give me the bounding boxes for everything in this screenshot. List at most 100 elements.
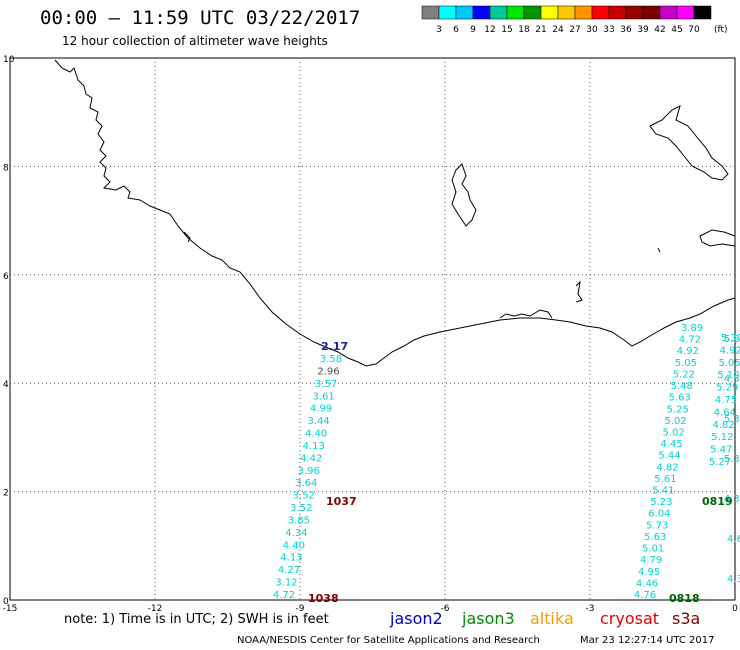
scale-label: 27 [569, 25, 580, 35]
pass-time-label: 1038 [308, 592, 339, 605]
lake-fragment-ne [649, 105, 729, 181]
longitude-tick-labels: -15 -12 -9 -6 -3 0 [3, 604, 738, 614]
color-swatch [557, 5, 576, 20]
lake-volta [451, 163, 477, 227]
wave-height-value: 3.61 [312, 391, 334, 402]
scale-label: 30 [586, 25, 598, 35]
latitude-label: 10 [3, 55, 15, 65]
coastline [54, 59, 736, 367]
wave-height-value: 3.52 [290, 503, 312, 514]
wave-height-value: 3.64 [295, 478, 317, 489]
scale-label: 21 [535, 25, 546, 35]
wave-height-value: 5.05 [718, 358, 740, 369]
color-swatch [506, 5, 525, 20]
lat-lon-grid [10, 58, 735, 600]
volta-delta-shore [499, 309, 553, 319]
color-swatch [591, 5, 610, 20]
longitude-label: -6 [441, 604, 450, 614]
scale-label: 15 [501, 25, 512, 35]
longitude-label: -3 [586, 604, 595, 614]
wave-height-value: 5.01 [642, 544, 664, 555]
wave-height-value: 5.27 [709, 457, 731, 468]
latitude-label: 4 [3, 380, 9, 390]
color-swatch [489, 5, 508, 20]
wave-height-value: 4.34 [285, 528, 307, 539]
wave-height-value: 4.75 [715, 395, 737, 406]
latitude-label: 8 [3, 163, 9, 173]
scale-unit: (ft) [714, 25, 728, 35]
pass-time-label: 2.17 [321, 340, 348, 353]
wave-height-value: 4.92 [720, 345, 740, 356]
satellite-legend-item: jason2 [389, 609, 443, 628]
color-swatch [455, 5, 474, 20]
color-swatch [693, 5, 712, 20]
lake-fragment-se [699, 229, 736, 247]
wave-height-value: 4.82 [712, 420, 734, 431]
wave-height-value: 4.27 [278, 565, 300, 576]
wave-height-color-scale: 3 6 9 12 15 18 21 24 27 30 33 36 39 42 45 70 (ft) [421, 5, 728, 35]
wave-height-value: 3.52 [293, 491, 315, 502]
scale-label: 33 [603, 25, 614, 35]
map-title: 00:00 — 11:59 UTC 03/22/2017 [40, 7, 360, 29]
scale-label: 45 [671, 25, 682, 35]
color-swatch [659, 5, 678, 20]
pass-time-labels: 2.17 1037 1038 0819 0818 [308, 340, 733, 605]
wave-height-value: 4.3 [727, 574, 740, 585]
color-swatch [421, 5, 440, 20]
map-subtitle: 12 hour collection of altimeter wave hei… [62, 34, 328, 48]
wave-height-value: 5.73 [646, 520, 668, 531]
satellite-legend-item: altika [530, 609, 574, 628]
latitude-label: 0 [3, 597, 9, 607]
color-swatch [523, 5, 542, 20]
scale-label: 12 [484, 25, 495, 35]
wave-height-value: 4.42 [300, 453, 322, 464]
scale-label: 9 [470, 25, 476, 35]
scale-label: 70 [688, 25, 700, 35]
wave-height-value: 5.63 [644, 532, 666, 543]
wave-height-value: 5.23 [650, 497, 672, 508]
scale-label: 36 [620, 25, 632, 35]
satellite-legend-item: cryosat [600, 609, 659, 628]
wave-height-value: 3.89 [681, 323, 703, 334]
wave-height-value: 5.02 [662, 427, 684, 438]
satellite-legend: jason2 jason3 altika cryosat s3a [389, 609, 700, 628]
wave-height-value: 4.82 [656, 462, 678, 473]
wave-height-value: 5.22 [673, 369, 695, 380]
longitude-label: -12 [148, 604, 163, 614]
wave-height-value: 5.05 [675, 358, 697, 369]
wave-height-value: 5.63 [669, 393, 691, 404]
wave-height-value: 6.04 [648, 509, 670, 520]
wave-height-value: 4.13 [280, 553, 302, 564]
scale-label: 6 [453, 25, 459, 35]
wave-height-value: 5.44 [658, 451, 680, 462]
wave-height-value: 2.96 [317, 366, 339, 377]
latitude-label: 6 [3, 272, 9, 282]
wave-height-value: 5.41 [652, 486, 674, 497]
units-note: note: 1) Time is in UTC; 2) SWH is in fe… [64, 612, 329, 627]
wave-height-value: 5.47 [710, 445, 732, 456]
wave-height-value: 5.32 [724, 414, 740, 425]
scale-label: 3 [436, 25, 442, 35]
wave-height-value: 4.13 [303, 441, 325, 452]
satellite-legend-item: s3a [672, 609, 700, 628]
lagoon-mark [657, 247, 661, 253]
wave-height-value: 4.40 [305, 429, 327, 440]
timestamp-text: Mar 23 12:27:14 UTC 2017 [580, 635, 715, 646]
pass-time-label: 0818 [669, 592, 700, 605]
wave-height-value: 3.96 [298, 466, 320, 477]
wave-height-value: 5.10 [717, 370, 739, 381]
wave-height-value: 4.45 [660, 439, 682, 450]
wave-height-value: 4.76 [634, 590, 656, 601]
color-swatch [438, 5, 457, 20]
wave-height-value: 4.46 [636, 578, 658, 589]
scale-label: 24 [552, 25, 564, 35]
satellite-legend-item: jason3 [461, 609, 515, 628]
color-swatch [676, 5, 695, 20]
color-swatch [574, 5, 593, 20]
altimeter-tracks: 3.582.963.573.614.993.444.404.134.423.96… [273, 323, 740, 601]
wave-height-value: 3.44 [307, 416, 329, 427]
wave-height-value: 4.99 [310, 404, 332, 415]
wave-height-value: 4.79 [640, 555, 662, 566]
wave-height-value: 5.02 [665, 416, 687, 427]
plot-frame [9, 57, 736, 601]
